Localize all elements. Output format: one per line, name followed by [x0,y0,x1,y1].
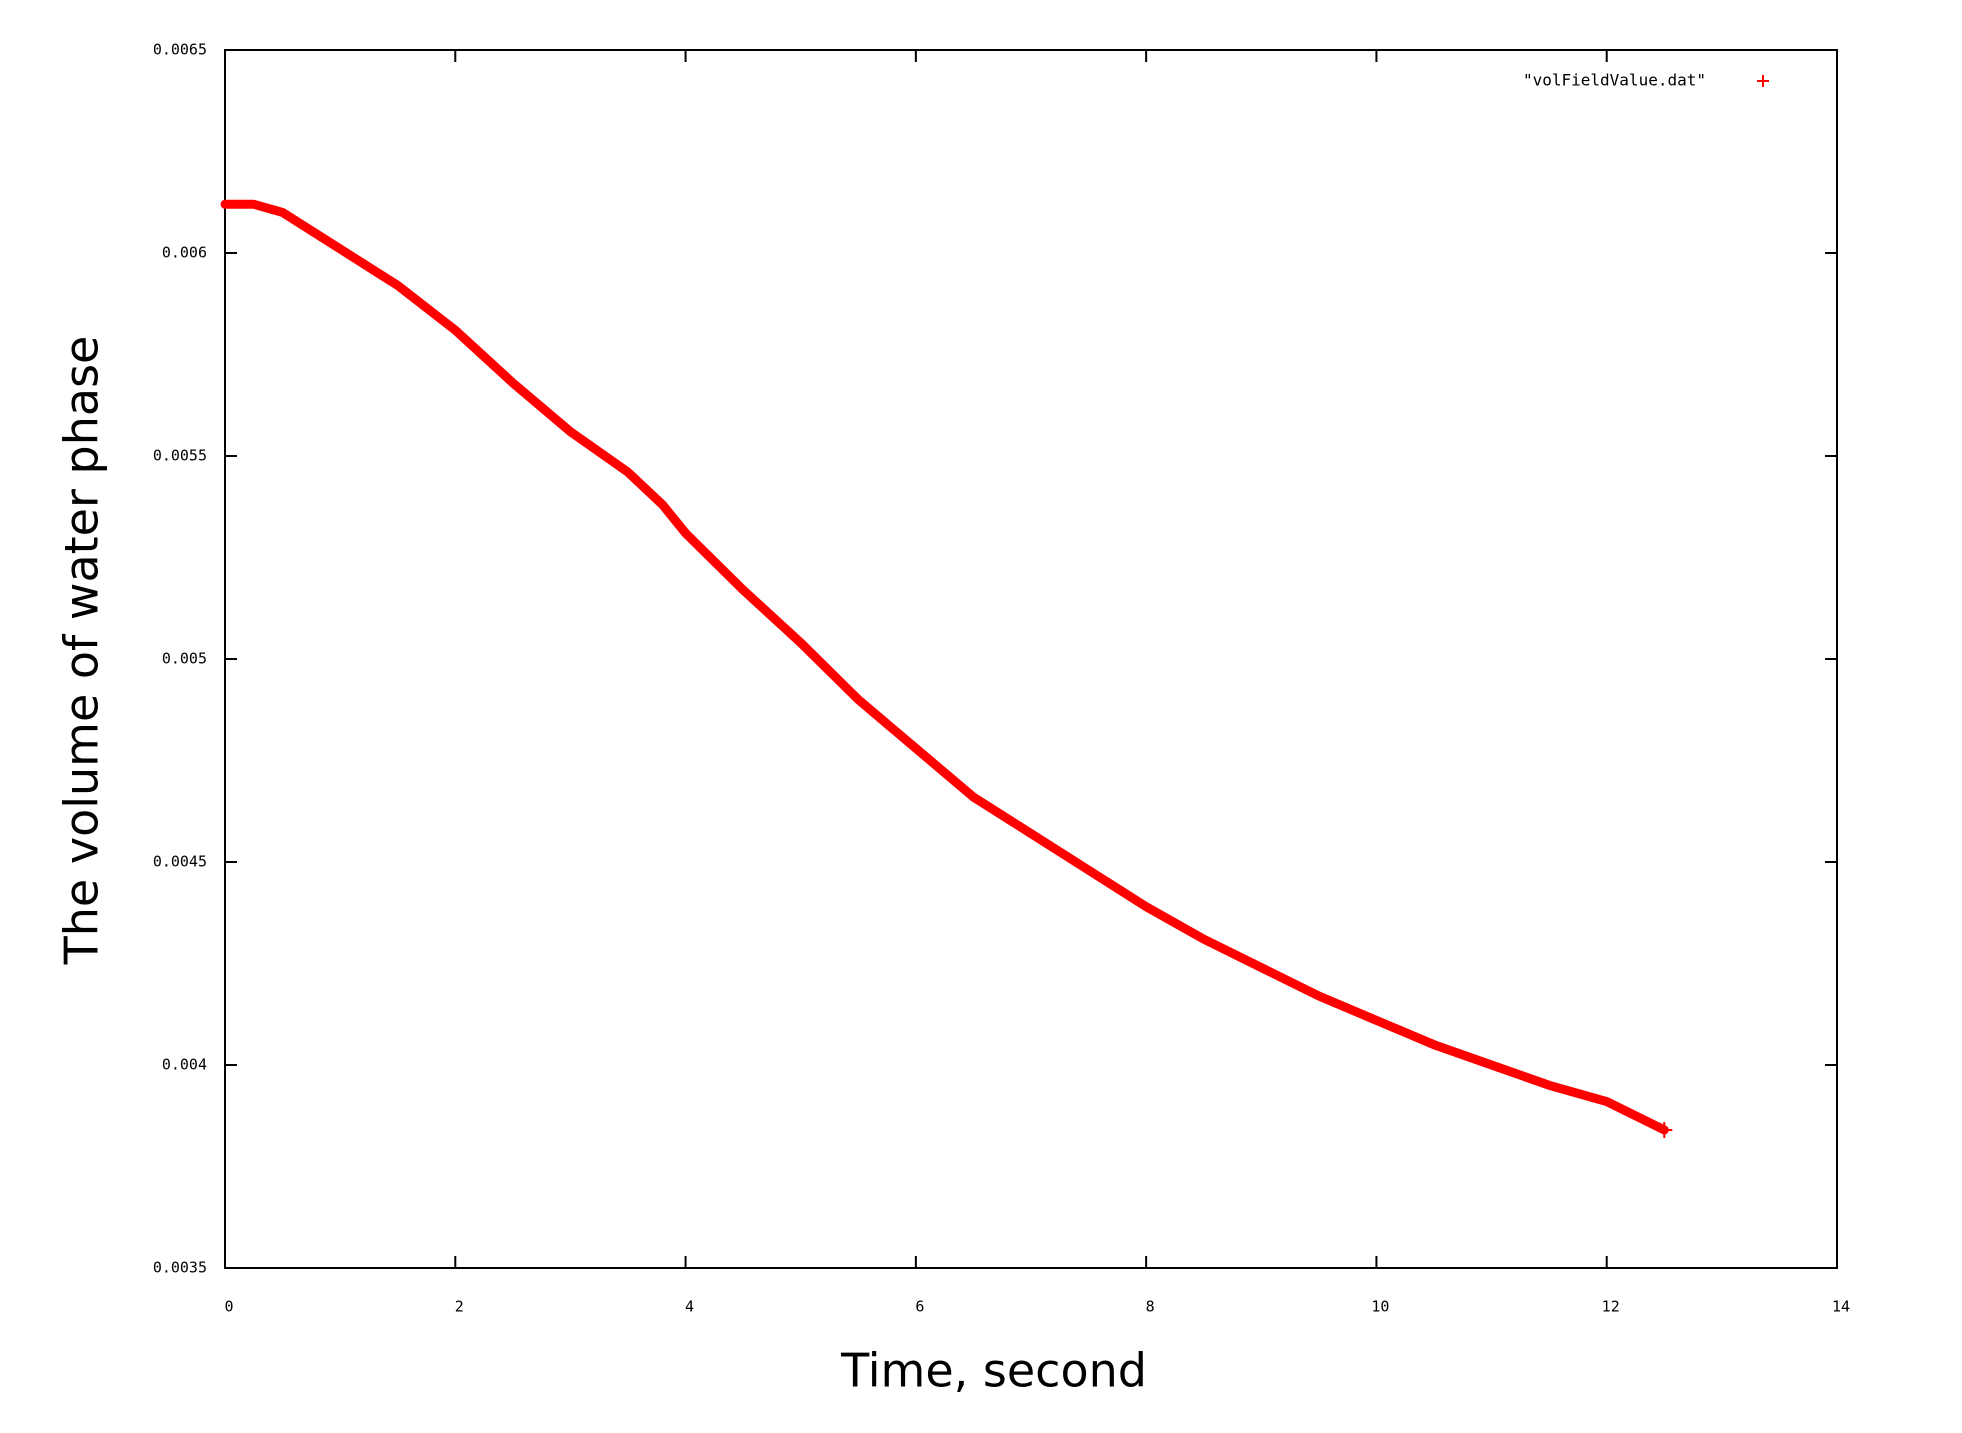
x-tick-label: 8 [1146,1298,1155,1316]
x-tick-label: 10 [1371,1298,1389,1316]
y-tick-label: 0.0035 [153,1259,207,1277]
y-tick-label: 0.006 [162,244,207,262]
x-tick-label: 4 [685,1298,694,1316]
data-line [220,199,1669,1135]
x-tick-label: 14 [1832,1298,1850,1316]
x-axis-title: Time, second [840,1344,1147,1398]
y-tick-label: 0.005 [162,650,207,668]
end-marker [1656,1121,1673,1138]
x-tick-label: 12 [1602,1298,1620,1316]
legend-label: "volFieldValue.dat" [1523,71,1706,90]
y-tick-label: 0.0045 [153,853,207,871]
y-axis-title: The volume of water phase [55,336,109,966]
legend-marker [1757,75,1769,87]
y-tick-label: 0.004 [162,1056,207,1074]
x-tick-label: 0 [224,1298,233,1316]
y-tick-label: 0.0055 [153,447,207,465]
x-tick-label: 6 [915,1298,924,1316]
plot-frame [224,49,1838,1269]
x-tick-label: 2 [455,1298,464,1316]
y-tick-label: 0.0065 [153,41,207,59]
